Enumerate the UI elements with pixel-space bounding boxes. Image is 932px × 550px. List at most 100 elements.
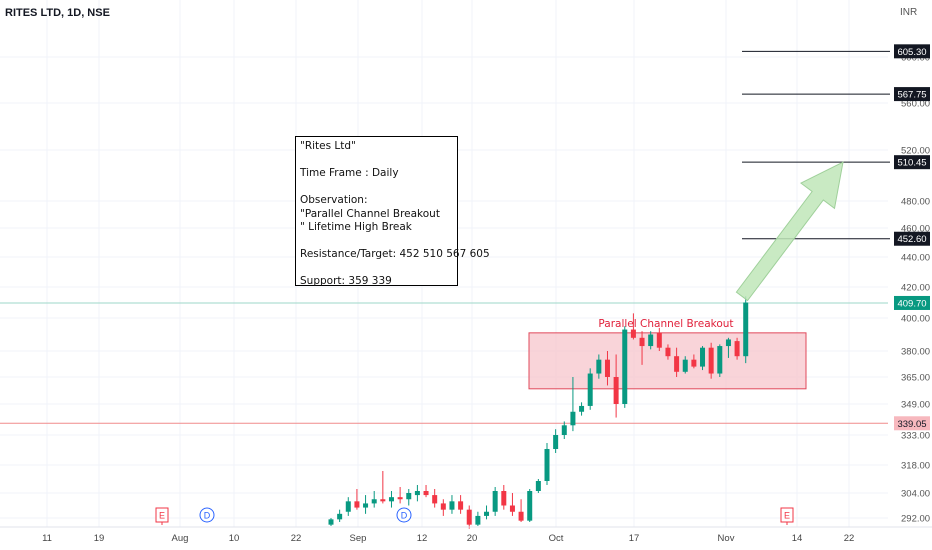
candle-body [613,377,619,404]
candle-body [648,334,654,347]
candle-body [708,347,714,374]
candle-body [553,435,559,449]
price-label: 452.60 [897,234,926,245]
price-label: 605.30 [897,47,926,58]
y-tick-label: 304.00 [901,489,930,500]
note-line: Observation: [300,194,368,206]
candle-body [345,501,351,512]
price-axis[interactable]: 292.00 304.00 318.00 333.00 349.00 365.00 380.… [894,44,930,525]
note-line: "Parallel Channel Breakout [300,207,440,220]
candle-body [622,329,628,404]
candle-body [354,501,360,508]
target-arrow-shape [735,161,844,302]
candle-body [725,339,731,347]
candle-body [535,481,541,491]
price-label: 339.05 [897,419,926,430]
x-tick-label: 14 [792,533,803,544]
price-label-box [894,87,930,102]
y-tick-label: 365.00 [901,373,930,384]
note-line [300,154,453,168]
x-tick-label: Oct [549,533,564,544]
candle-body [639,337,645,347]
candle-body [501,491,507,506]
candle-body [337,513,343,520]
candle-body [665,347,671,357]
event-marker-label: E [784,511,790,521]
candle-body [484,511,490,516]
y-tick-label: 380.00 [901,347,930,358]
x-tick-label: 19 [94,533,105,544]
event-marker-label: D [204,511,211,521]
y-tick-label: 333.00 [901,431,930,442]
y-tick-label: 460.00 [901,224,930,235]
candle-body [570,411,576,426]
candle-body [388,497,394,502]
annotation-box[interactable]: "Rites Ltd" Time Frame : Daily Observati… [295,136,490,287]
candle-body [743,302,749,357]
note-line: Resistance/Target: 452 510 567 605 [300,248,490,260]
price-label-box [894,155,930,170]
candle-body [440,503,446,510]
price-label: 409.70 [897,298,926,309]
candle-body [682,359,688,372]
event-marker-label: E [159,511,165,521]
note-line [300,181,453,195]
x-tick-label: 20 [467,533,478,544]
candle-body [414,491,420,496]
note-line: "Rites Ltd" [300,140,356,152]
candle-body [363,503,369,508]
y-tick-label: 318.00 [901,461,930,472]
candle-body [423,491,429,496]
candle-body [691,359,697,367]
note-line: " Lifetime High Break [300,221,412,233]
candle-body [527,491,533,521]
candle-body [544,449,550,481]
candle-body [509,505,515,512]
candle-body [449,501,455,510]
candle-body [475,515,481,525]
y-tick-label: 480.00 [901,197,930,208]
price-label: 510.45 [897,158,926,169]
channel-zone-layer: Parallel Channel Breakout [528,318,807,390]
price-label: 567.75 [897,90,926,101]
x-tick-label: 11 [42,533,52,544]
candle-body [717,346,723,374]
price-label-box [894,295,930,310]
candle-body [579,405,585,412]
candle-body [734,341,740,357]
x-tick-label: 22 [291,533,302,544]
price-lines-layer [0,50,890,424]
candle-body [466,509,472,525]
dividend-marker [396,507,412,523]
x-tick-label: 22 [844,533,855,544]
candle-body [371,499,377,504]
y-tick-label: 400.00 [901,314,930,325]
y-tick-label: 420.00 [901,283,930,294]
candle-body [604,359,610,377]
candle-body [518,511,524,521]
candle-body [700,347,706,367]
chart-title: RITES LTD, 1D, NSE [5,7,110,19]
channel-zone-label: Parallel Channel Breakout [598,318,733,330]
y-tick-label: 349.00 [901,400,930,411]
x-tick-label: 10 [229,533,240,544]
x-tick-label: 12 [417,533,428,544]
x-tick-label: 17 [629,533,640,544]
candle-body [596,359,602,374]
y-tick-label: 292.00 [901,514,930,525]
candle-body [380,499,386,502]
target-arrow [735,161,844,302]
currency-label: INR [900,7,918,18]
x-tick-label: Aug [172,533,189,544]
candle-body [492,491,498,512]
time-axis[interactable]: 11 19 Aug 10 22 Sep 12 20 Oct 17 Nov 14 22 [0,526,932,544]
note-line [300,235,453,249]
x-tick-label: Sep [350,533,367,544]
event-marker-label: D [401,511,408,521]
y-tick-label: 560.00 [901,99,930,110]
candle-body [397,497,403,500]
y-tick-label: 440.00 [901,253,930,264]
candles-layer [328,296,749,529]
channel-zone [528,332,807,390]
